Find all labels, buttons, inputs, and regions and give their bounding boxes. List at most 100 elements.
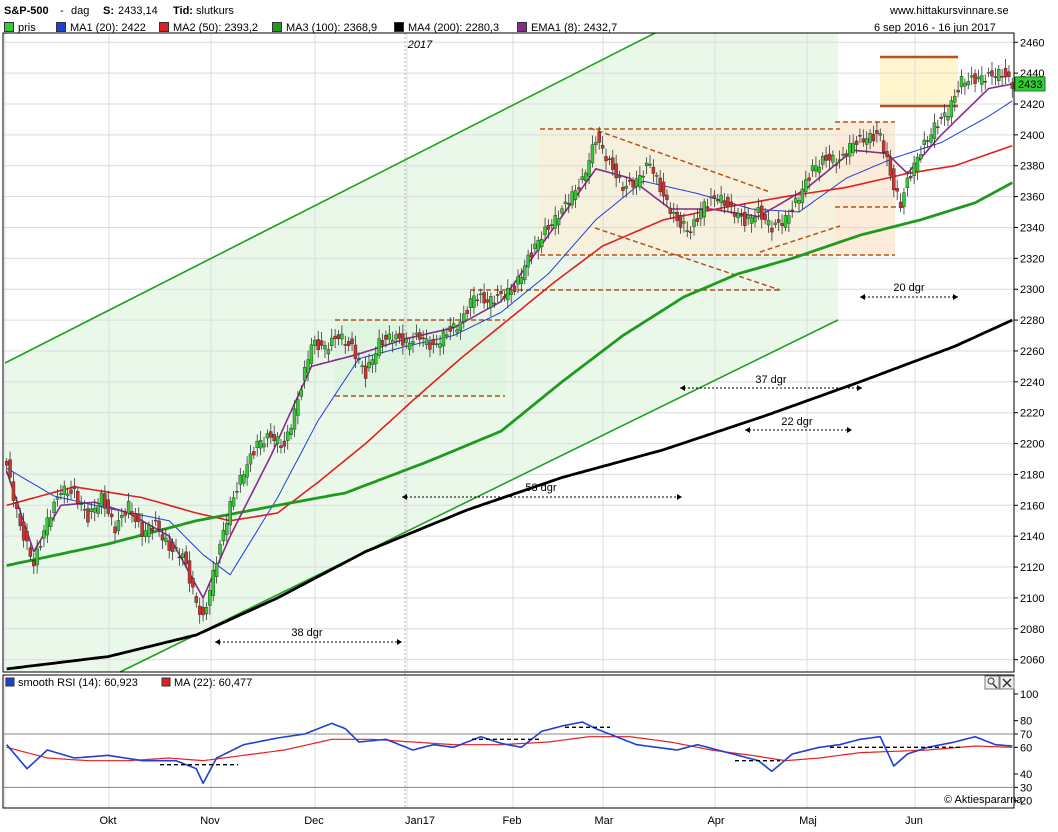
candle-body <box>523 265 527 281</box>
candle-body <box>997 69 1001 82</box>
candle-body <box>502 296 507 299</box>
legend-swatch <box>159 22 169 32</box>
magnifier-icon[interactable] <box>984 675 1000 690</box>
candle-body <box>299 389 303 397</box>
legend-label: MA2 (50): 2393,2 <box>173 22 258 34</box>
candle-body <box>831 155 835 163</box>
current-price-tag: 2433 <box>1014 76 1046 92</box>
arrow-head-right <box>397 639 402 645</box>
candle <box>506 279 510 309</box>
candle-body <box>577 187 581 190</box>
candle <box>824 146 828 168</box>
candle <box>922 131 926 154</box>
candle-body <box>753 216 757 223</box>
candle <box>18 507 22 531</box>
candle-body <box>374 353 378 365</box>
candle <box>705 198 710 211</box>
candle-body <box>343 344 347 346</box>
candle <box>827 145 832 170</box>
trend-line-upper <box>4 32 656 364</box>
rsi-line <box>6 721 1013 785</box>
candle <box>756 198 761 220</box>
rsi-y-tick-label: 100 <box>1020 689 1038 701</box>
candle <box>993 67 998 86</box>
candle <box>607 155 612 166</box>
candle-body <box>692 219 696 227</box>
candle-body <box>732 212 737 217</box>
duration-label: 58 dgr <box>525 482 557 494</box>
candle <box>892 164 896 198</box>
candle <box>1000 69 1004 86</box>
candle <box>133 508 138 529</box>
candle-body <box>4 460 9 466</box>
candle-body <box>912 162 916 176</box>
candle <box>441 327 446 355</box>
candle-body <box>787 215 791 224</box>
symbol: S&P-500 <box>4 5 49 17</box>
candle-body <box>292 408 297 430</box>
candle <box>79 495 83 512</box>
legend-swatch <box>394 22 404 32</box>
duration-arrow: 20 dgr <box>860 282 958 300</box>
candle-body <box>289 427 293 435</box>
candle <box>577 178 581 198</box>
duration-label: 22 dgr <box>781 416 813 428</box>
candle-body <box>553 215 557 229</box>
candle <box>726 193 730 212</box>
candle-body <box>1000 75 1004 78</box>
candle-body <box>705 206 710 208</box>
candle <box>86 503 90 528</box>
close-icon[interactable] <box>999 675 1015 690</box>
icon-glyph <box>1002 678 1012 688</box>
x-tick-label: Mar <box>595 815 614 827</box>
legend-label: pris <box>18 22 36 34</box>
candle-body <box>401 333 405 346</box>
candle-body <box>858 135 862 137</box>
arrow-head-right <box>847 427 852 433</box>
candle <box>925 135 930 149</box>
candle <box>455 324 459 337</box>
candle-body <box>512 285 517 292</box>
candle-body <box>414 332 419 335</box>
candle-body <box>519 277 524 284</box>
candle <box>177 547 182 566</box>
candle-body <box>868 133 872 143</box>
candle-body <box>99 492 104 507</box>
candle-body <box>756 207 761 213</box>
candle-body <box>370 359 375 365</box>
candle <box>120 507 124 527</box>
candle-body <box>922 139 926 145</box>
y-tick-label: 2240 <box>1020 377 1044 389</box>
candle-body <box>130 511 134 514</box>
candle-body <box>191 578 195 588</box>
series-line-ma3 <box>6 181 1013 567</box>
candle <box>269 423 273 444</box>
candle-body <box>45 517 50 536</box>
candle-body <box>658 177 662 193</box>
candle-body <box>678 215 683 228</box>
candle-body <box>35 548 39 566</box>
candle-body <box>736 213 740 219</box>
candle <box>550 219 554 231</box>
candle-body <box>326 349 331 355</box>
candle-body <box>76 491 80 504</box>
arrow-head-right <box>857 385 862 391</box>
candle <box>837 150 842 169</box>
y-tick-label: 2400 <box>1020 130 1044 142</box>
candle-body <box>878 133 882 136</box>
candle <box>919 145 923 163</box>
candle <box>25 523 29 551</box>
candle-body <box>418 332 422 340</box>
candle-body <box>881 140 886 153</box>
candle <box>72 478 77 499</box>
candle <box>126 492 131 519</box>
candle <box>976 69 981 83</box>
candle-body <box>743 211 747 226</box>
candle <box>553 206 557 236</box>
candle-body <box>746 214 750 219</box>
candle-body <box>600 144 605 149</box>
candle <box>516 269 520 294</box>
candle <box>299 385 303 401</box>
candle <box>11 472 16 508</box>
candle-body <box>448 326 452 332</box>
